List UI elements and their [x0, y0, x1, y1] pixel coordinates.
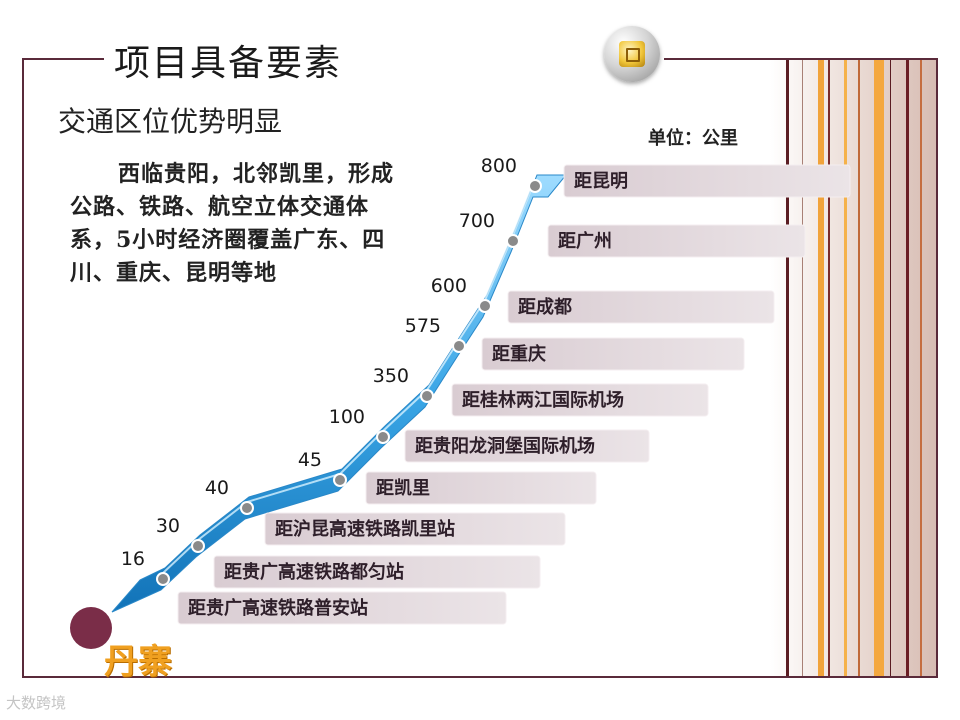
distance-label-box	[177, 591, 507, 625]
distance-value-label: 16	[121, 548, 145, 570]
data-point	[478, 299, 492, 313]
distance-label-box	[481, 337, 745, 371]
unit-label: 单位：公里	[648, 128, 738, 149]
destination-label: 距成都	[518, 296, 572, 318]
distance-value-label: 700	[459, 210, 495, 232]
distance-value-label: 45	[298, 449, 322, 471]
data-point	[376, 430, 390, 444]
data-point	[240, 501, 254, 515]
ribbon-band	[111, 174, 568, 613]
distance-value-label: 350	[373, 365, 409, 387]
frame-top-right-line	[664, 58, 938, 60]
destination-label: 距贵广高速铁路都匀站	[224, 561, 404, 583]
destination-label: 距昆明	[574, 171, 628, 192]
square-coin-icon	[619, 41, 645, 67]
distance-label-box	[451, 383, 709, 417]
data-point	[506, 234, 520, 248]
distance-label-box	[563, 164, 851, 198]
data-point	[333, 473, 347, 487]
destination-label: 距贵阳龙洞堡国际机场	[415, 435, 595, 457]
data-point	[420, 389, 434, 403]
distance-value-label: 575	[405, 315, 441, 337]
distance-label-box	[507, 290, 775, 324]
ribbon-highlight	[162, 179, 536, 574]
destination-label: 距凯里	[376, 477, 430, 499]
frame-left-line	[22, 58, 24, 678]
distance-value-label: 600	[431, 275, 467, 297]
destination-label: 距沪昆高速铁路凯里站	[275, 518, 455, 540]
distance-value-label: 100	[329, 406, 365, 428]
destination-label: 距广州	[558, 230, 612, 252]
page-title: 项目具备要素	[114, 43, 343, 84]
decorative-stripes	[770, 60, 936, 676]
data-point	[528, 179, 542, 193]
destination-label: 距贵广高速铁路普安站	[188, 597, 368, 619]
watermark-text: 大数跨境	[6, 694, 67, 712]
data-point	[452, 339, 466, 353]
description-text: 西临贵阳，北邻凯里，形成公路、铁路、航空立体交通体系，5小时经济圈覆盖广东、四川…	[70, 161, 395, 286]
distance-label-box	[404, 429, 650, 463]
distance-label-box	[547, 224, 806, 258]
logo-circle	[70, 607, 112, 649]
section-subtitle: 交通区位优势明显	[58, 105, 283, 138]
distance-value-label: 40	[205, 477, 229, 499]
distance-value-label: 800	[481, 155, 517, 177]
frame-top-left-line	[22, 58, 104, 60]
data-point	[156, 572, 170, 586]
distance-value-label: 30	[156, 515, 180, 537]
frame-right-line	[936, 58, 938, 678]
frame-bottom-line	[22, 676, 938, 678]
logo-text: 丹寨	[104, 642, 172, 682]
badge-emblem	[604, 26, 660, 82]
destination-label: 距重庆	[492, 343, 546, 365]
data-point	[191, 539, 205, 553]
distance-label-box	[264, 512, 566, 546]
distance-label-box	[365, 471, 597, 505]
distance-label-box	[213, 555, 541, 589]
destination-label: 距桂林两江国际机场	[462, 389, 624, 411]
